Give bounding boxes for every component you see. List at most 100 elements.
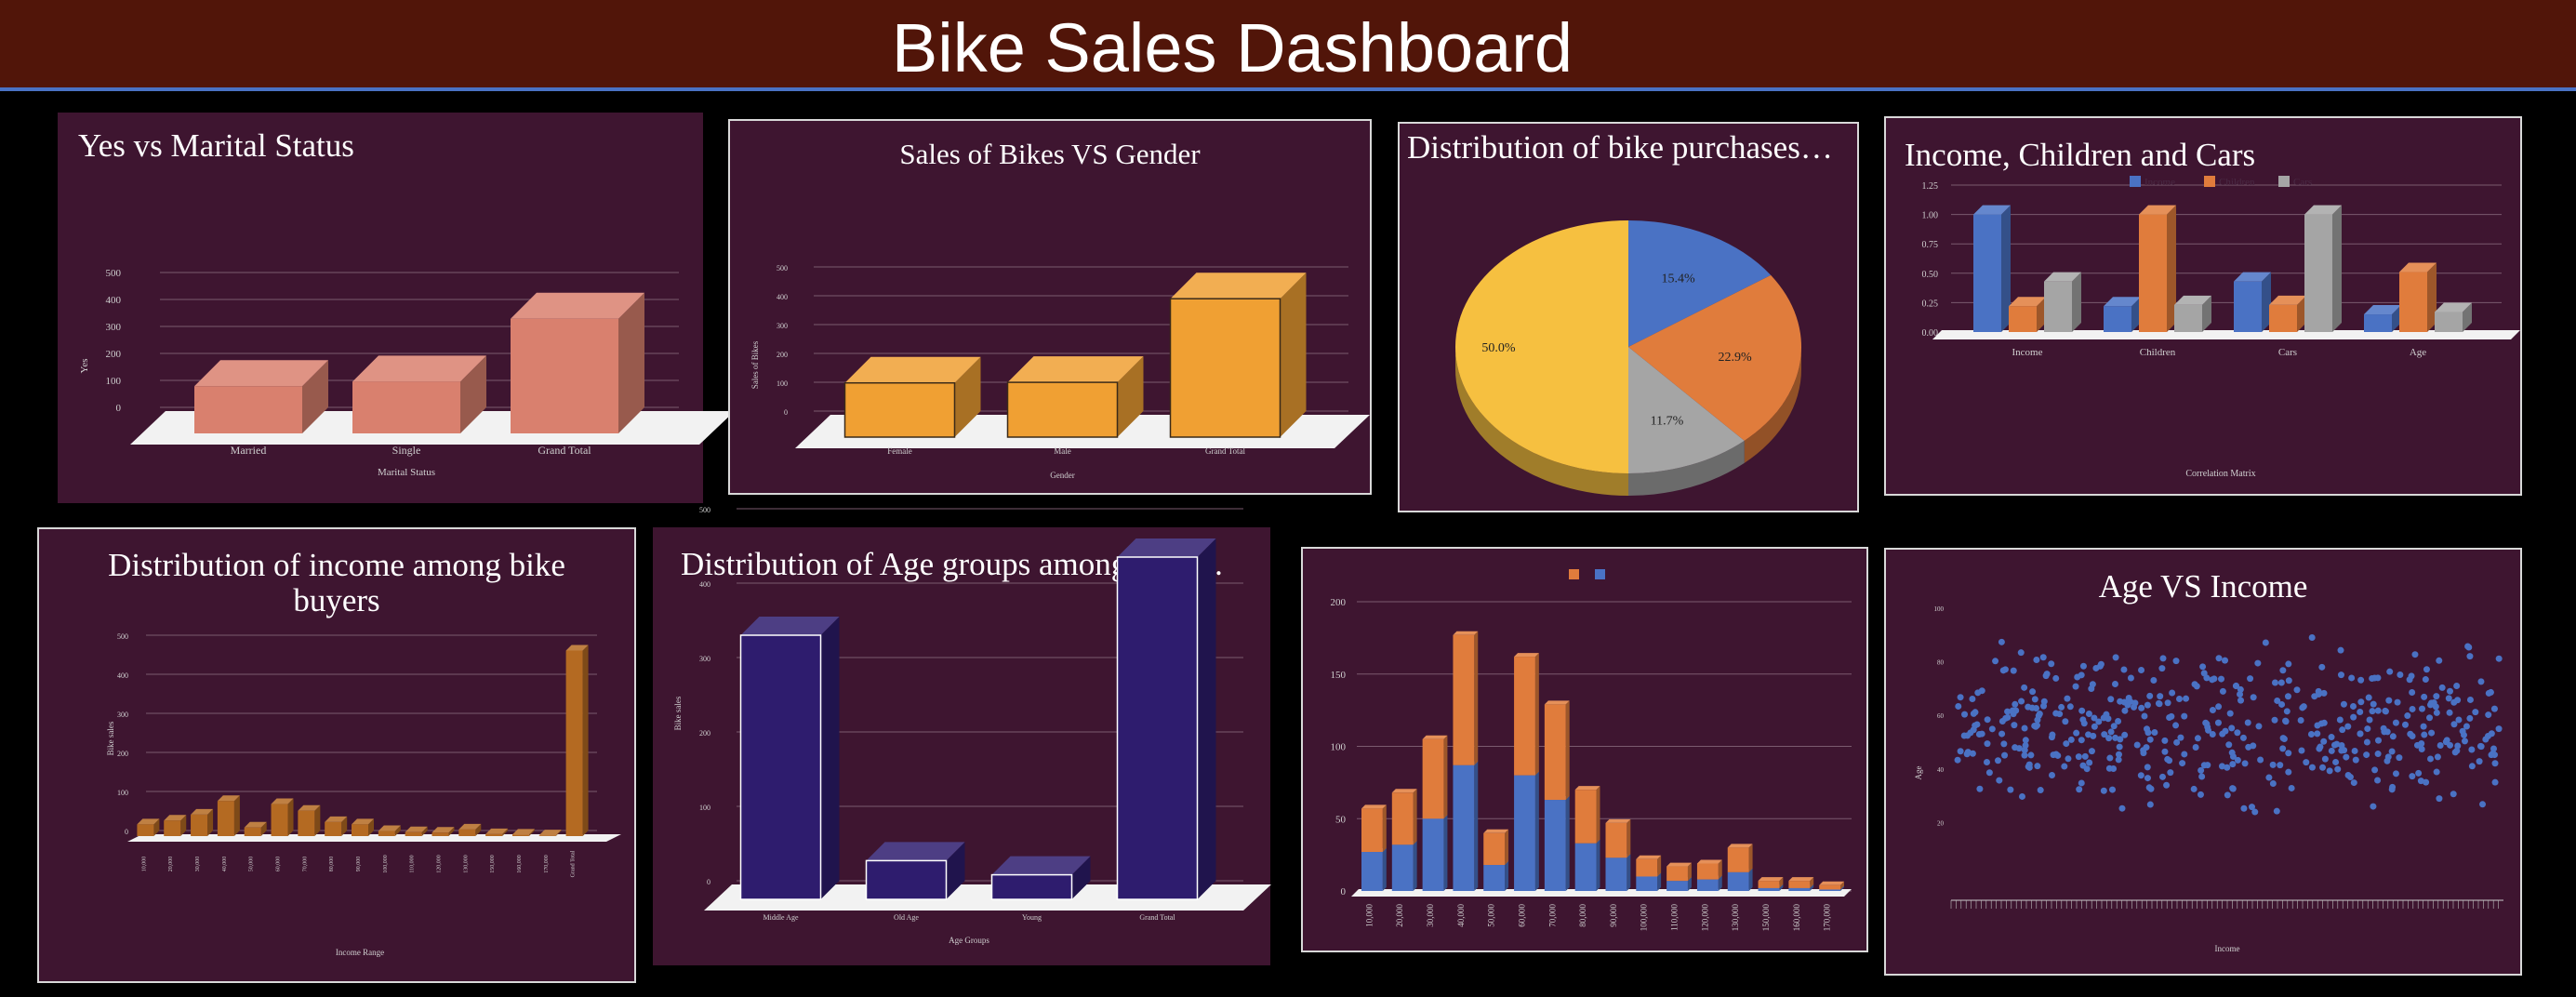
scatter-point xyxy=(2366,716,2373,724)
x-tick-label: 130,000 xyxy=(1731,904,1740,932)
x-tick-label: 90,000 xyxy=(1609,904,1618,927)
y-tick-label: 0 xyxy=(707,878,710,886)
scatter-point xyxy=(2018,792,2025,800)
scatter-point xyxy=(2088,685,2095,693)
scatter-point xyxy=(2121,707,2129,714)
marital-status-plot: 0 100 200 300 400 500 Married Single Grand Total… xyxy=(79,268,735,478)
scatter-point xyxy=(2143,744,2150,751)
bar xyxy=(1006,381,1119,438)
scatter-point xyxy=(2198,773,2206,780)
bar-segment-side xyxy=(1748,844,1753,872)
bar xyxy=(2044,281,2072,332)
x-tick-label: Single xyxy=(392,444,421,457)
scatter-point xyxy=(2004,708,2012,715)
scatter-point xyxy=(2222,657,2229,664)
scatter-point xyxy=(2179,760,2186,767)
scatter-point xyxy=(2319,764,2327,771)
bar xyxy=(843,381,956,438)
scatter-point xyxy=(2422,676,2429,684)
scatter-point xyxy=(2037,787,2044,794)
scatter-point xyxy=(2063,740,2070,748)
scatter-point xyxy=(2488,730,2495,738)
bar xyxy=(2104,306,2131,332)
y-tick-label: 300 xyxy=(699,655,710,663)
scatter-point xyxy=(1969,695,1976,702)
scatter-point xyxy=(2228,749,2236,756)
scatter-point xyxy=(2078,737,2085,744)
scatter-point xyxy=(2157,693,2164,700)
bar-segment-side xyxy=(1534,771,1539,891)
scatter-point xyxy=(2183,695,2190,702)
income-children-cars-chart[interactable]: Income, Children and Cars 0.00 0.25 0.50 0.… xyxy=(1884,116,2522,496)
bar-segment-side xyxy=(1505,861,1509,891)
age-groups-chart[interactable]: Distribution of Age groups among bike… 0… xyxy=(653,506,1271,965)
scatter-point xyxy=(2490,705,2498,712)
bar xyxy=(298,810,315,836)
scatter-point xyxy=(2326,767,2333,775)
scatter-point xyxy=(2043,671,2051,678)
bar-top xyxy=(244,821,267,828)
bar-segment xyxy=(1666,881,1688,891)
scatter-point xyxy=(2091,723,2098,730)
scatter-point xyxy=(2363,738,2370,746)
scatter-point xyxy=(2226,710,2234,717)
scatter-point xyxy=(2477,678,2485,685)
bar-side xyxy=(2463,302,2472,332)
scatter-point xyxy=(2209,707,2216,714)
gender-sales-chart[interactable]: Sales of Bikes VS Gender 0 100 200 300 400 50… xyxy=(728,119,1372,495)
bar-top xyxy=(352,355,486,382)
scatter-point xyxy=(2199,663,2207,671)
stacked-income-chart[interactable]: 0 50 100 150 200 10,000 20,000 30,000 40,000 50,0… xyxy=(1301,547,1868,952)
y-tick-label: 500 xyxy=(117,632,128,641)
scatter-point xyxy=(1985,769,1993,777)
scatter-point xyxy=(2392,719,2399,726)
scatter-point xyxy=(2434,753,2441,761)
chart-title: Income, Children and Cars xyxy=(1905,137,2256,173)
scatter-point xyxy=(2426,714,2434,722)
scatter-point xyxy=(1976,785,1984,792)
scatter-point xyxy=(2163,781,2171,789)
x-tick-label: 100,000 xyxy=(383,855,389,873)
bar-segment-side xyxy=(1413,841,1417,891)
scatter-point xyxy=(2025,703,2032,711)
scatter-point xyxy=(2303,759,2310,766)
bar-segment-top xyxy=(1544,700,1570,705)
y-tick-label: 0 xyxy=(116,403,122,414)
scatter-point xyxy=(2269,761,2277,768)
scatter-point xyxy=(1955,702,1962,710)
purchase-distribution-chart[interactable]: Distribution of bike purchases… 15.4% 22.… xyxy=(1398,122,1859,512)
scatter-point xyxy=(1992,658,1999,665)
y-tick-label: 500 xyxy=(106,268,122,279)
bar xyxy=(352,381,460,433)
bar-top xyxy=(298,804,321,811)
y-tick-label: 400 xyxy=(106,295,122,306)
bar-side xyxy=(946,842,965,899)
scatter-point xyxy=(2214,719,2222,726)
scatter-point xyxy=(2320,719,2328,726)
x-tick-label: 20,000 xyxy=(1395,904,1404,927)
marital-status-chart[interactable]: Yes vs Marital Status 0 100 200 300 400 500 Ma… xyxy=(58,113,735,503)
scatter-point xyxy=(2433,768,2440,776)
scatter-point xyxy=(2025,763,2032,770)
scatter-point xyxy=(2386,668,2394,675)
x-tick-label: Old Age xyxy=(894,913,919,922)
x-tick-label: 130,000 xyxy=(463,855,469,873)
bar-side xyxy=(153,818,160,836)
income-distribution-chart[interactable]: Distribution of income among bike buyers… xyxy=(37,527,636,983)
scatter-point xyxy=(2218,675,2225,683)
scatter-point xyxy=(2121,731,2129,738)
scatter-point xyxy=(2365,694,2372,701)
scatter-point xyxy=(2219,730,2226,738)
scatter-point xyxy=(2421,693,2428,700)
x-axis-title: Income Range xyxy=(336,948,384,957)
x-tick-label: Young xyxy=(1022,913,1042,922)
scatter-point xyxy=(2137,772,2144,779)
scatter-point xyxy=(2273,807,2280,815)
bar-segment xyxy=(1727,847,1749,872)
bar-top xyxy=(458,823,482,830)
y-tick-label: 300 xyxy=(117,711,128,719)
bar-top xyxy=(1170,273,1307,299)
y-tick-label: 0 xyxy=(1341,886,1347,897)
scatter-point xyxy=(2409,689,2416,697)
age-vs-income-chart[interactable]: Age VS Income 20 40 60 80 100 Income Age xyxy=(1884,548,2522,976)
